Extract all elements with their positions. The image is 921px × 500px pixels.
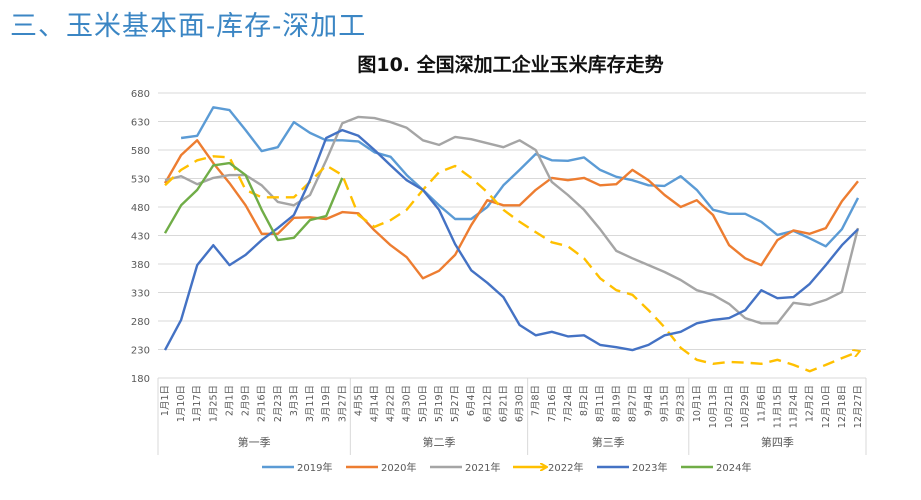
x-tick-label: 7月8日 (531, 385, 542, 416)
x-tick-label: 1月25日 (208, 385, 219, 422)
x-tick-label: 6月4日 (466, 385, 477, 416)
legend-label: 2020年 (381, 461, 416, 474)
x-tick-label: 3月3日 (289, 385, 300, 416)
y-tick-label: 680 (131, 89, 150, 100)
x-tick-label: 11月6日 (756, 385, 767, 422)
legend-label: 2023年 (632, 461, 667, 474)
x-tick-label: 5月10日 (418, 385, 429, 422)
y-tick-label: 430 (131, 232, 150, 243)
x-tick-label: 6月21日 (498, 385, 509, 422)
series-line-2019年 (180, 106, 860, 248)
series-line-2023年 (163, 128, 859, 352)
x-tick-label: 3月11日 (305, 385, 316, 422)
quarter-label: 第二季 (422, 435, 455, 449)
x-tick-label: 6月30日 (515, 385, 526, 422)
x-tick-label: 3月19日 (321, 385, 332, 422)
x-tick-label: 12月18日 (837, 385, 848, 428)
x-tick-label: 10月13日 (708, 385, 719, 428)
series-line-2020年 (163, 139, 859, 280)
x-tick-label: 2月23日 (273, 385, 284, 422)
x-tick-label: 1月17日 (192, 385, 203, 422)
x-tick-label: 8月19日 (611, 385, 622, 422)
x-tick-label: 1月1日 (160, 385, 171, 416)
legend-label: 2022年 (548, 461, 583, 474)
x-tick-label: 3月27日 (337, 385, 348, 422)
y-tick-label: 180 (131, 374, 150, 385)
x-tick-label: 6月12日 (482, 385, 493, 422)
y-tick-label: 380 (131, 260, 150, 271)
x-tick-label: 4月14日 (370, 385, 381, 422)
x-tick-label: 11月24日 (789, 385, 800, 428)
series-line-2024年 (163, 161, 344, 242)
x-tick-label: 8月11日 (595, 385, 606, 422)
x-tick-label: 5月27日 (450, 385, 461, 422)
x-tick-label: 1月10日 (176, 385, 187, 422)
x-tick-label: 8月27日 (627, 385, 638, 422)
quarter-label: 第三季 (592, 435, 625, 449)
x-tick-label: 9月23日 (676, 385, 687, 422)
y-tick-label: 330 (131, 289, 150, 300)
legend-label: 2021年 (465, 461, 500, 474)
y-tick-label: 580 (131, 146, 150, 157)
x-tick-label: 4月30日 (402, 385, 413, 422)
x-tick-label: 10月21日 (724, 385, 735, 428)
x-tick-label: 2月16日 (257, 385, 268, 422)
y-tick-label: 230 (131, 346, 150, 357)
x-tick-label: 4月22日 (386, 385, 397, 422)
chart-title: 图10. 全国深加工企业玉米库存走势 (357, 54, 664, 76)
x-tick-label: 7月24日 (563, 385, 574, 422)
series-line-2022年 (164, 155, 858, 373)
x-tick-label: 11月15日 (772, 385, 783, 428)
x-tick-label: 9月15日 (660, 385, 671, 422)
x-tick-label: 7月16日 (547, 385, 558, 422)
x-tick-label: 5月19日 (434, 385, 445, 422)
quarter-label: 第一季 (238, 435, 271, 449)
legend-label: 2019年 (297, 461, 332, 474)
x-tick-label: 2月1日 (224, 385, 235, 416)
x-tick-label: 10月29日 (740, 385, 751, 428)
quarter-label: 第四季 (761, 435, 794, 449)
x-tick-label: 8月2日 (579, 385, 590, 416)
x-tick-label: 12月10日 (821, 385, 832, 428)
x-tick-label: 12月2日 (805, 385, 816, 422)
x-tick-label: 2月9日 (241, 385, 252, 416)
y-tick-label: 630 (131, 118, 150, 129)
x-tick-label: 4月5日 (353, 385, 364, 416)
section-heading: 三、玉米基本面-库存-深加工 (10, 11, 367, 42)
x-tick-label: 10月1日 (692, 385, 703, 422)
y-tick-label: 480 (131, 203, 150, 214)
series-line-2021年 (164, 115, 860, 325)
y-tick-label: 280 (131, 317, 150, 328)
x-tick-label: 12月27日 (853, 385, 864, 428)
legend-label: 2024年 (716, 461, 751, 474)
y-tick-label: 530 (131, 175, 150, 186)
x-tick-label: 9月4日 (643, 385, 654, 416)
